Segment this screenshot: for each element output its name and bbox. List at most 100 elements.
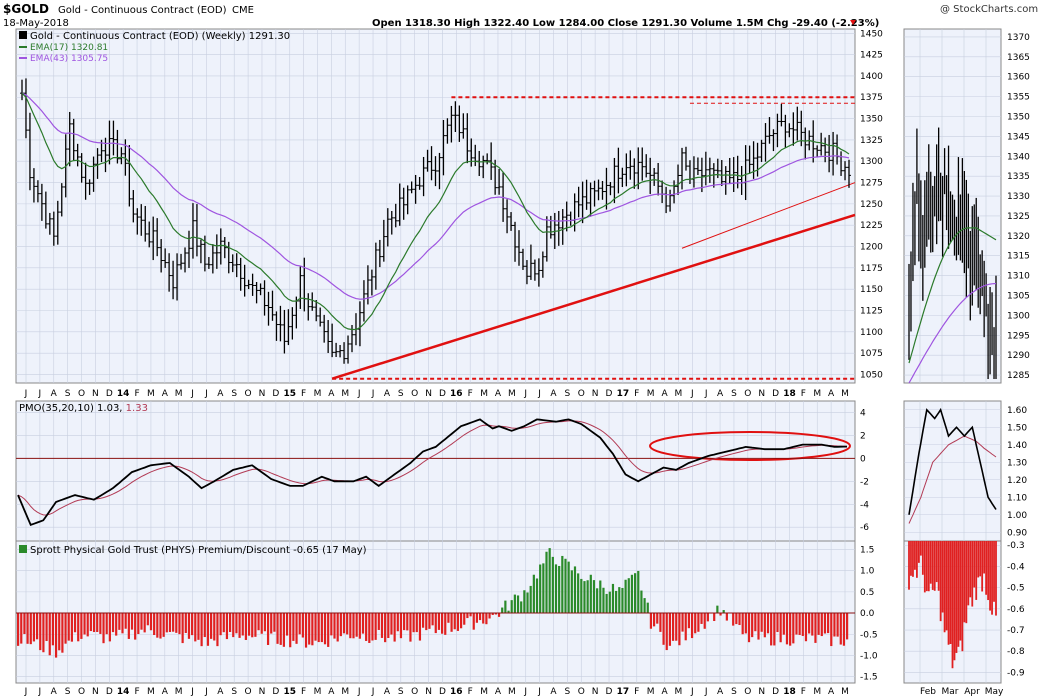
zoom-y-tick-label: 1.10 [1007,493,1027,503]
phys-bar [238,613,241,638]
y-tick-label: 1.0 [860,567,875,577]
phys-bar [776,613,779,633]
zoom-y-tick-label: 0.90 [1007,528,1027,538]
x-tick-label: N [425,389,432,399]
x-tick-label: A [51,687,58,697]
x-tick-label: 18 [783,687,796,697]
phys-bar [422,613,425,628]
phys-bar [374,613,377,640]
phys-bar [96,613,99,632]
pmo-panel [15,400,856,542]
zoom-y-tick-label: -0.6 [1007,605,1025,615]
phys-bar [760,613,763,632]
phys-bar [554,564,558,614]
x-tick-label: A [328,389,335,399]
x-tick-label: A [661,687,668,697]
phys-bar [482,613,485,624]
phys-bar [602,587,605,614]
x-tick-label: N [92,389,99,399]
phys-bar [456,613,460,631]
zoom-y-tick-label: 1.60 [1007,406,1027,416]
x-tick-label: F [801,389,806,399]
phys-bar [811,613,814,636]
phys-bar [428,613,431,629]
x-tick-label: M [480,389,488,399]
phys-bar [292,613,295,641]
x-tick-label: D [772,687,779,697]
zoom-x-tick-label: Mar [942,687,959,697]
phys-bar [70,613,73,642]
zoom-pmo-signal-line [908,435,997,524]
phys-bar [621,587,624,614]
phys-bar [507,610,510,614]
zoom-phys-bar [931,541,934,590]
x-tick-label: 14 [117,687,130,697]
zoom-phys-bar [919,541,922,556]
phys-bar [387,613,390,639]
x-tick-label: F [634,389,639,399]
phys-bar [159,613,162,639]
x-tick-label: M [341,687,349,697]
zoom-phys-bar [959,541,962,641]
phys-bar [779,613,782,643]
x-tick-label: J [537,389,541,399]
phys-bar [551,556,554,614]
zoom-phys-bar [951,541,954,669]
zoom-y-tick-label: 1305 [1007,291,1030,301]
phys-bar [643,598,646,614]
x-tick-label: S [731,687,737,697]
phys-bar [58,613,61,651]
x-tick-label: A [51,389,58,399]
zoom-phys-bar [929,541,932,584]
y-tick-label: -2 [860,477,869,487]
x-tick-label: O [744,389,751,399]
x-tick-label: D [272,389,279,399]
phys-bar [317,613,320,643]
phys-bar [342,613,346,634]
ohlc-summary: Open 1318.30 High 1322.40 Low 1284.00 Cl… [372,18,879,29]
x-tick-label: O [245,389,252,399]
phys-bar [222,613,225,633]
zoom-phys-bar [977,541,980,578]
phys-bar [459,613,463,629]
phys-bar [323,613,327,645]
y-tick-label: 4 [860,408,866,418]
phys-bar [361,613,365,634]
phys-legend: Sprott Physical Gold Trust (PHYS) Premiu… [19,545,367,556]
phys-bar [168,613,172,633]
phys-bar [532,574,535,614]
phys-bar [580,578,583,614]
phys-bar [577,573,580,614]
phys-bar [808,613,811,634]
exchange-label: CME [232,5,254,16]
x-tick-label: N [592,389,599,399]
zoom-phys-bar [987,541,989,601]
y-tick-label: 1325 [860,136,883,146]
x-tick-label: D [606,389,613,399]
x-tick-label: F [301,389,306,399]
phys-bar [130,613,134,630]
x-tick-label: N [758,687,765,697]
phys-bar [637,570,640,614]
phys-bar [282,613,285,647]
phys-bar [450,613,453,632]
phys-bar [573,566,577,614]
x-tick-label: 18 [783,389,796,399]
phys-bar [377,613,380,630]
y-tick-label: 1425 [860,51,883,61]
phys-bar [659,613,662,632]
x-tick-label: F [134,687,139,697]
zoom-y-tick-label: 1365 [1007,53,1030,63]
phys-bar [741,613,744,635]
phys-bar [89,613,92,632]
x-tick-label: S [65,389,71,399]
phys-bar [384,613,387,643]
zoom-phys-bar [927,541,930,592]
phys-bar [668,613,672,646]
x-tick-label: J [537,687,541,697]
phys-bar [241,613,244,636]
x-tick-label: 16 [450,389,463,399]
phys-bar [333,613,336,639]
phys-bar [127,613,130,639]
phys-bar [266,613,270,645]
